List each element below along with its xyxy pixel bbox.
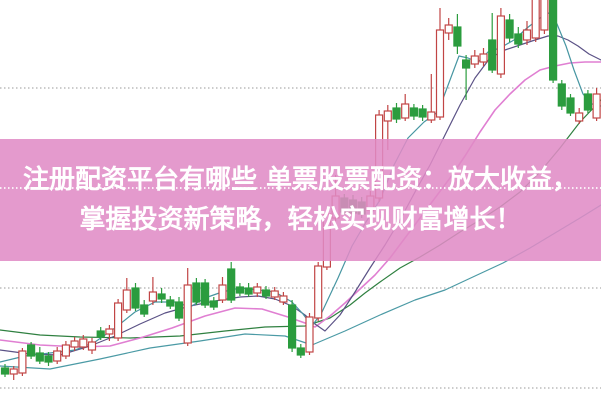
promo-banner: 注册配资平台有哪些 单票股票配资：放大收益， 掌握投资新策略，轻松实现财富增长！ — [0, 139, 601, 261]
gridline-over-banner — [0, 187, 601, 189]
banner-line-1: 注册配资平台有哪些 单票股票配资：放大收益， — [22, 165, 579, 195]
banner-line-2: 掌握投资新策略，轻松实现财富增长！ — [79, 205, 522, 235]
